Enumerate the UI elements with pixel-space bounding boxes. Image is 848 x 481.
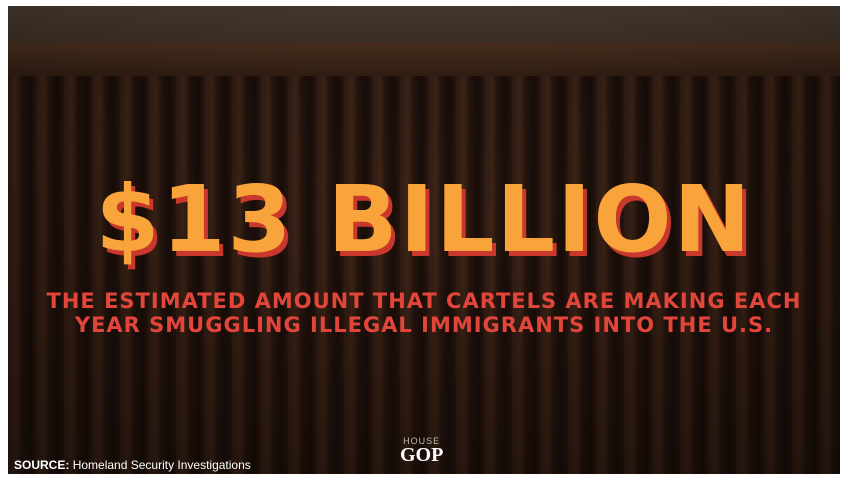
source-label: SOURCE: <box>14 458 70 472</box>
poster: $13 BILLION THE ESTIMATED AMOUNT THAT CA… <box>8 6 840 474</box>
subheadline-line: THE ESTIMATED AMOUNT THAT CARTELS ARE MA… <box>46 289 802 313</box>
source: SOURCE: Homeland Security Investigations <box>14 458 251 472</box>
logo-top: HOUSE <box>403 436 441 446</box>
source-text: Homeland Security Investigations <box>72 458 251 472</box>
vignette <box>8 6 840 474</box>
sky <box>8 6 840 46</box>
fence-rail <box>8 42 840 76</box>
subheadline-line: YEAR SMUGGLING ILLEGAL IMMIGRANTS INTO T… <box>74 313 774 337</box>
logo-bottom: GOP <box>400 444 444 466</box>
subheadline: THE ESTIMATED AMOUNT THAT CARTELS ARE MA… <box>8 289 840 337</box>
logo: HOUSE GOP <box>400 436 444 466</box>
headline: $13 BILLION <box>95 166 753 273</box>
